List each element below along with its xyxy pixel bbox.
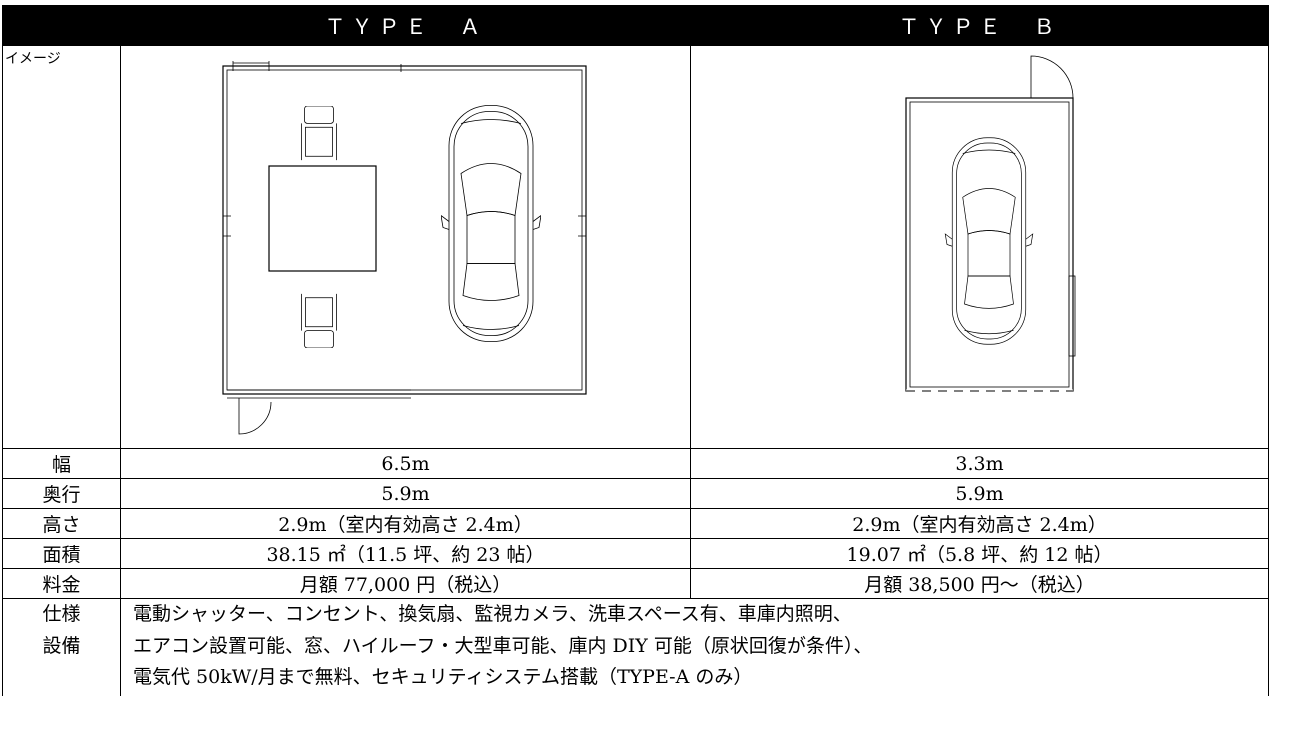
row: 高さ 2.9m（室内有効高さ 2.4m） 2.9m（室内有効高さ 2.4m） bbox=[2, 508, 1269, 539]
row-label: 面積 bbox=[2, 538, 121, 569]
cell: 38.15 ㎡（11.5 坪、約 23 帖） bbox=[120, 538, 691, 569]
cell: 19.07 ㎡（5.8 坪、約 12 帖） bbox=[690, 538, 1269, 569]
header-cell: ＴＹＰＥ Ａ bbox=[120, 5, 691, 46]
spec-line: 電気代 50kW/月まで無料、セキュリティシステム搭載（TYPE-A のみ） bbox=[133, 666, 753, 688]
spec-cell: 電動シャッター、コンセント、換気扇、監視カメラ、洗車スペース有、車庫内照明、 エ… bbox=[120, 598, 1269, 696]
row: 面積 38.15 ㎡（11.5 坪、約 23 帖） 19.07 ㎡（5.8 坪、約 … bbox=[2, 538, 1269, 569]
row-label: 幅 bbox=[2, 448, 121, 479]
label-cell: イメージ bbox=[2, 45, 121, 449]
cell: 5.9m bbox=[120, 478, 691, 509]
spec-table: ＴＹＰＥ Ａ ＴＹＰＥ Ｂ イメージ 幅 6.5m 3.3m 奥行 5.9m 5.9m … bbox=[2, 5, 1269, 696]
row-label: 料金 bbox=[2, 568, 121, 599]
header-cell: ＴＹＰＥ Ｂ bbox=[690, 5, 1269, 46]
row: 料金 月額 77,000 円（税込） 月額 38,500 円～（税込） bbox=[2, 568, 1269, 599]
header-row: ＴＹＰＥ Ａ ＴＹＰＥ Ｂ bbox=[2, 5, 1269, 46]
cell: 5.9m bbox=[690, 478, 1269, 509]
plan-cell bbox=[690, 45, 1269, 449]
image-label: イメージ bbox=[5, 51, 61, 67]
cell: 月額 77,000 円（税込） bbox=[120, 568, 691, 599]
cell: 月額 38,500 円～（税込） bbox=[690, 568, 1269, 599]
image-row: イメージ bbox=[2, 45, 1269, 449]
row: 幅 6.5m 3.3m bbox=[2, 448, 1269, 479]
floor-plan-b bbox=[905, 55, 1076, 393]
spec-label: 仕様 bbox=[42, 603, 81, 625]
spec-line: エアコン設置可能、窓、ハイルーフ・大型車可能、庫内 DIY 可能（原状回復が条件… bbox=[133, 634, 873, 657]
row-label: 奥行 bbox=[2, 478, 121, 509]
cell: 3.3m bbox=[690, 448, 1269, 479]
row: 奥行 5.9m 5.9m bbox=[2, 478, 1269, 509]
header-blank bbox=[2, 5, 121, 46]
spec-row: 仕様 設備 電動シャッター、コンセント、換気扇、監視カメラ、洗車スペース有、車庫… bbox=[2, 598, 1269, 696]
cell: 2.9m（室内有効高さ 2.4m） bbox=[690, 508, 1269, 539]
spec-label: 設備 bbox=[42, 634, 81, 657]
row-label: 仕様 設備 bbox=[2, 598, 121, 696]
spec-line: 電動シャッター、コンセント、換気扇、監視カメラ、洗車スペース有、車庫内照明、 bbox=[133, 603, 852, 625]
cell: 6.5m bbox=[120, 448, 691, 479]
row-label: 高さ bbox=[2, 508, 121, 539]
floor-plan-a bbox=[222, 61, 587, 435]
plan-cell bbox=[120, 45, 691, 449]
cell: 2.9m（室内有効高さ 2.4m） bbox=[120, 508, 691, 539]
